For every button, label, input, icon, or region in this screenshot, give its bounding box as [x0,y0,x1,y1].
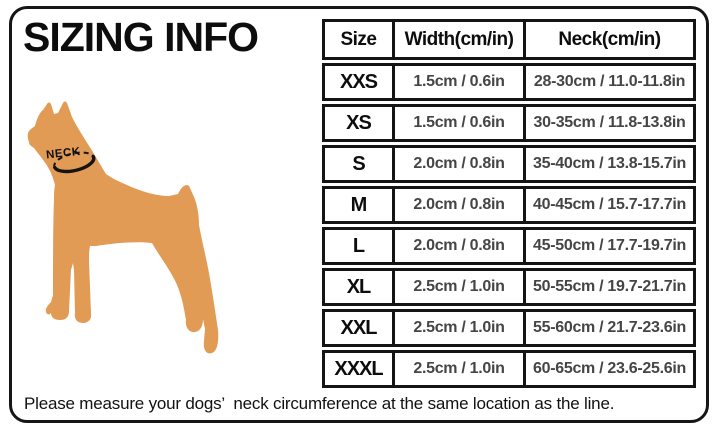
width-cell: 1.5cm / 0.6in [395,66,526,98]
table-row: M 2.0cm / 0.8in 40-45cm / 15.7-17.7in [322,186,696,224]
table-row: L 2.0cm / 0.8in 45-50cm / 17.7-19.7in [322,227,696,265]
size-cell: XXL [325,312,395,344]
size-cell: XXS [325,66,395,98]
size-cell: M [325,189,395,221]
neck-cell: 45-50cm / 17.7-19.7in [533,237,686,254]
dog-diagram: NECK [10,85,300,395]
dog-body-shape [27,101,219,354]
neck-cell: 28-30cm / 11.0-11.8in [533,73,686,90]
table-row: XS 1.5cm / 0.6in 30-35cm / 11.8-13.8in [322,104,696,142]
measure-instruction-note: Please measure your dogs’ neck circumfer… [24,394,615,413]
header-width: Width(cm/in) [395,22,526,57]
header-neck: Neck(cm/in) [558,28,661,50]
neck-cell: 55-60cm / 21.7-23.6in [533,319,686,336]
size-cell: XS [325,107,395,139]
width-cell: 2.5cm / 1.0in [395,312,526,344]
header-size: Size [325,22,395,57]
width-cell: 2.0cm / 0.8in [395,189,526,221]
size-cell: L [325,230,395,262]
table-row: XXS 1.5cm / 0.6in 28-30cm / 11.0-11.8in [322,63,696,101]
neck-cell: 50-55cm / 19.7-21.7in [533,278,686,295]
neck-collar-line [53,151,96,174]
size-cell: XXXL [325,353,395,385]
neck-cell: 40-45cm / 15.7-17.7in [533,196,686,213]
collar-dashed-arc [53,151,95,168]
table-row: S 2.0cm / 0.8in 35-40cm / 13.8-15.7in [322,145,696,183]
neck-cell: 35-40cm / 13.8-15.7in [533,155,686,172]
table-row: XXXL 2.5cm / 1.0in 60-65cm / 23.6-25.6in [322,350,696,388]
table-row: XXL 2.5cm / 1.0in 55-60cm / 21.7-23.6in [322,309,696,347]
width-cell: 1.5cm / 0.6in [395,107,526,139]
table-body: XXS 1.5cm / 0.6in 28-30cm / 11.0-11.8in … [322,63,696,388]
width-cell: 2.0cm / 0.8in [395,148,526,180]
table-header-row: Size Width(cm/in) Neck(cm/in) [322,19,696,60]
sizing-table: Size Width(cm/in) Neck(cm/in) XXS 1.5cm … [322,19,696,388]
neck-cell: 60-65cm / 23.6-25.6in [533,360,686,377]
width-cell: 2.0cm / 0.8in [395,230,526,262]
width-cell: 2.5cm / 1.0in [395,271,526,303]
dog-silhouette-illustration: NECK [27,101,219,354]
table-row: XL 2.5cm / 1.0in 50-55cm / 19.7-21.7in [322,268,696,306]
neck-cell: 30-35cm / 11.8-13.8in [533,114,686,131]
page-title: SIZING INFO [23,14,259,60]
width-cell: 2.5cm / 1.0in [395,353,526,385]
size-cell: S [325,148,395,180]
collar-solid-arc [53,154,96,174]
neck-label: NECK [46,146,82,162]
size-cell: XL [325,271,395,303]
